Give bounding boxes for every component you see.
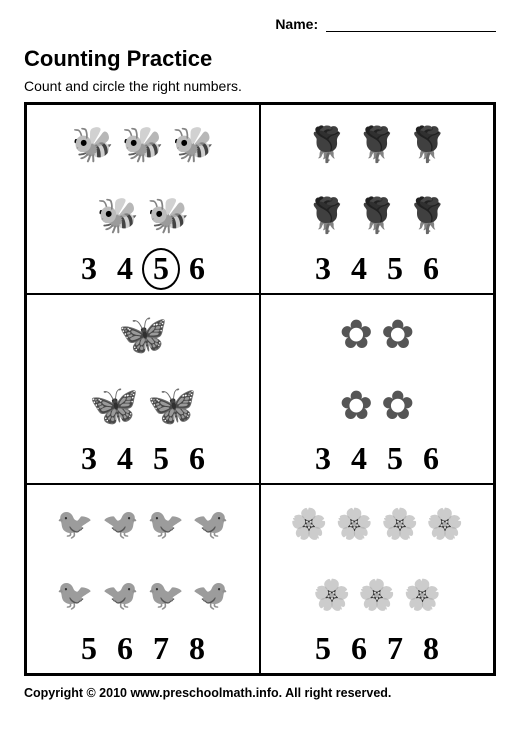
number-option-6[interactable]: 6 [184,250,210,287]
bee-icon: 🐝 [71,128,113,162]
number-option-6[interactable]: 6 [112,630,138,667]
cell-blossom: 🌸 🌸 🌸 🌸 🌸 🌸 🌸 5678 [260,484,494,674]
bee-icon: 🐝 [147,199,189,233]
swallow-icon: 🐦 [102,581,139,611]
rose-icon: 🌹 [406,128,448,162]
rose-icon: 🌹 [406,199,448,233]
number-option-3[interactable]: 3 [310,250,336,287]
swallow-icon: 🐦 [147,581,184,611]
number-option-6[interactable]: 6 [346,630,372,667]
number-option-8[interactable]: 8 [418,630,444,667]
swallow-icon: 🐦 [56,510,93,540]
number-option-6[interactable]: 6 [418,440,444,477]
number-option-8[interactable]: 8 [184,630,210,667]
bee-icon: 🐝 [172,128,214,162]
star-flower-icon: ✿ [339,315,373,355]
number-option-6[interactable]: 6 [418,250,444,287]
star-flower-icon: ✿ [381,386,415,426]
swallow-icon: 🐦 [147,510,184,540]
bee-icon: 🐝 [122,128,164,162]
number-option-7[interactable]: 7 [148,630,174,667]
instruction-text: Count and circle the right numbers. [24,78,496,94]
cell-swallow: 🐦🐦🐦🐦🐦🐦🐦🐦5678 [26,484,260,674]
name-label: Name: [275,16,318,32]
blossom-icon: 🌸 [313,581,350,611]
blossom-items: 🌸 🌸 🌸 🌸 🌸 🌸 🌸 [265,491,489,630]
number-option-3[interactable]: 3 [76,440,102,477]
number-choices: 3456 [76,250,210,291]
cell-bee: 🐝🐝🐝🐝🐝3456 [26,104,260,294]
copyright-notice: Copyright © 2010 www.preschoolmath.info.… [24,686,496,700]
number-option-5[interactable]: 5 [148,440,174,477]
worksheet-grid: 🐝🐝🐝🐝🐝3456🌹🌹🌹🌹🌹🌹3456🦋🦋🦋3456✿✿✿✿3456🐦🐦🐦🐦🐦🐦… [24,102,496,676]
rose-items: 🌹🌹🌹🌹🌹🌹 [265,111,489,250]
star-flower-items: ✿✿✿✿ [298,301,456,440]
blossom-icon: 🌸 [426,510,463,540]
cell-star-flower: ✿✿✿✿3456 [260,294,494,484]
number-option-5[interactable]: 5 [76,630,102,667]
butterfly-icon: 🦋 [118,315,168,355]
blossom-icon: 🌸 [290,510,327,540]
swallow-icon: 🐦 [56,581,93,611]
butterfly-icon: 🦋 [147,386,197,426]
page-title: Counting Practice [24,46,496,72]
number-option-4[interactable]: 4 [346,250,372,287]
rose-icon: 🌹 [305,128,347,162]
number-choices: 5678 [310,630,444,671]
number-option-5[interactable]: 5 [310,630,336,667]
number-option-3[interactable]: 3 [76,250,102,287]
name-input-line[interactable] [326,18,496,32]
number-option-6[interactable]: 6 [184,440,210,477]
cell-butterfly: 🦋🦋🦋3456 [26,294,260,484]
blossom-icon: 🌸 [404,581,441,611]
number-option-4[interactable]: 4 [112,250,138,287]
butterfly-icon: 🦋 [89,386,139,426]
swallow-icon: 🐦 [192,510,229,540]
blossom-icon: 🌸 [358,581,395,611]
star-flower-icon: ✿ [381,315,415,355]
number-option-5[interactable]: 5 [382,440,408,477]
star-flower-icon: ✿ [339,386,373,426]
swallow-icon: 🐦 [192,581,229,611]
rose-icon: 🌹 [356,128,398,162]
number-option-4[interactable]: 4 [346,440,372,477]
number-choices: 3456 [310,440,444,481]
bee-icon: 🐝 [97,199,139,233]
number-choices: 3456 [76,440,210,481]
number-choices: 3456 [310,250,444,291]
swallow-items: 🐦 🐦 🐦 🐦 🐦 🐦 🐦 🐦 [31,491,255,630]
rose-icon: 🌹 [356,199,398,233]
number-option-4[interactable]: 4 [112,440,138,477]
number-option-3[interactable]: 3 [310,440,336,477]
bee-items: 🐝🐝🐝🐝🐝 [31,111,255,250]
rose-icon: 🌹 [305,199,347,233]
number-option-7[interactable]: 7 [382,630,408,667]
number-choices: 5678 [76,630,210,671]
blossom-icon: 🌸 [336,510,373,540]
swallow-icon: 🐦 [102,510,139,540]
number-option-5[interactable]: 5 [382,250,408,287]
cell-rose: 🌹🌹🌹🌹🌹🌹3456 [260,104,494,294]
name-row: Name: [24,16,496,32]
number-option-5[interactable]: 5 [148,250,174,287]
blossom-icon: 🌸 [381,510,418,540]
butterfly-items: 🦋🦋🦋 [60,301,225,440]
